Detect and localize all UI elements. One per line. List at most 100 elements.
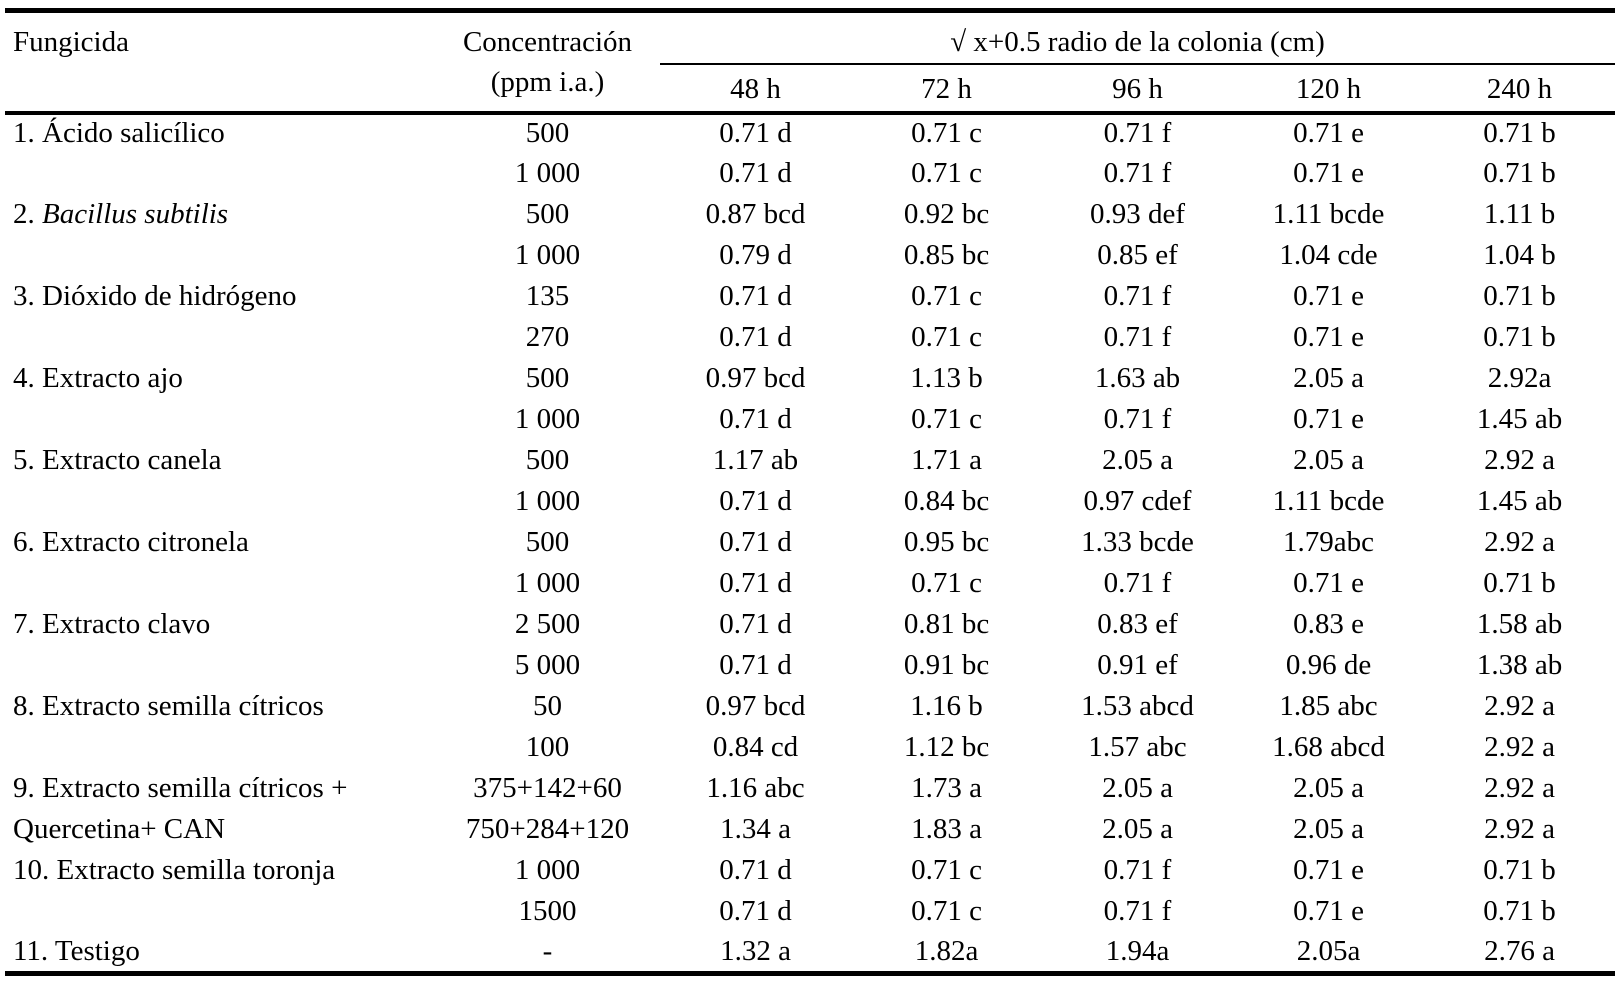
table-row: 9. Extracto semilla cítricos + 375+142+60… [5,769,1615,810]
radius-value-cell-48h: 0.84 cd [712,731,799,764]
concentration-cell: 1 000 [514,854,581,887]
concentration-cell: 500 [525,198,570,231]
fungicide-name-cell: 4. Extracto ajo [13,362,183,395]
radius-value-cell-48h: 0.71 d [719,157,792,190]
radius-value-cell-48h: 0.71 d [719,526,792,559]
radius-value-cell-120h: 2.05 a [1293,362,1364,395]
concentration-cell: 1 000 [514,239,581,272]
radius-value-cell-48h: 0.71 d [719,895,792,928]
fungicide-name-cell [5,728,435,769]
radius-value-cell-120h: 0.71 e [1293,117,1364,150]
radius-value-cell-96h: 1.53 abcd [1081,690,1194,723]
radius-value-cell-96h: 0.71 f [1103,403,1172,436]
radius-value-cell-48h: 0.71 d [719,403,792,436]
radius-value-cell-72h: 1.13 b [910,362,983,395]
radius-value-cell-96h: 0.71 f [1103,854,1172,887]
radius-value-cell-48h: 0.71 d [719,567,792,600]
concentration-cell: 270 [525,321,570,354]
radius-value-cell-48h: 0.71 d [719,280,792,313]
concentration-cell: 1 000 [514,567,581,600]
radius-value-cell-240h: 0.71 b [1483,280,1556,313]
radius-value-cell-72h: 0.71 c [911,403,982,436]
table-row: 1 000 0.71 d 0.71 c 0.71 f 0.71 e 1.45 ab [5,400,1615,441]
concentration-cell: 1 000 [514,157,581,190]
radius-value-cell-72h: 1.83 a [911,813,982,846]
concentration-cell: 135 [525,280,570,313]
radius-value-cell-48h: 1.16 abc [706,772,805,805]
table-row: Quercetina+ CAN 750+284+120 1.34 a 1.83 a 2.… [5,810,1615,851]
column-header-72h: 72 h [851,63,1042,115]
fungicide-name-cell: 10. Extracto semilla toronja [13,854,336,887]
radius-value-cell-120h: 0.71 e [1293,403,1364,436]
radius-value-cell-96h: 2.05 a [1102,772,1173,805]
fungicide-name-cell: 9. Extracto semilla cítricos + [13,772,348,805]
radius-value-cell-96h: 0.85 ef [1097,239,1178,272]
fungicide-name-cell [5,564,435,605]
radius-value-cell-240h: 1.58 ab [1476,608,1563,641]
radius-value-cell-72h: 0.71 c [911,854,982,887]
column-header-240h: 240 h [1424,63,1616,115]
fungicide-species-name: Bacillus subtilis [42,198,229,231]
fungicide-name-cell [5,400,435,441]
radius-value-cell-96h: 0.71 f [1103,567,1172,600]
radius-value-cell-96h: 0.71 f [1103,117,1172,150]
fungicide-name-cell: 3. Dióxido de hidrógeno [13,280,297,313]
radius-value-cell-120h: 0.71 e [1293,280,1364,313]
radius-value-cell-120h: 1.68 abcd [1272,731,1385,764]
radius-value-cell-48h: 1.17 ab [712,444,799,477]
radius-value-cell-240h: 0.71 b [1483,321,1556,354]
radius-value-cell-48h: 0.71 d [719,649,792,682]
radius-value-cell-96h: 1.57 abc [1088,731,1187,764]
table-row: 11. Testigo - 1.32 a 1.82a 1.94a 2.05a 2.76 a [5,933,1615,974]
radius-value-cell-120h: 2.05 a [1293,772,1364,805]
fungicide-name-cell [5,482,435,523]
radius-value-cell-240h: 2.92a [1487,362,1552,395]
radius-value-cell-240h: 2.92 a [1484,444,1555,477]
fungicide-number-prefix: 2. [13,198,42,231]
table-row: 2. Bacillus subtilis 500 0.87 bcd 0.92 bc 0.… [5,195,1615,236]
radius-value-cell-96h: 2.05 a [1102,444,1173,477]
radius-value-cell-48h: 0.79 d [719,239,792,272]
radius-value-cell-240h: 0.71 b [1483,854,1556,887]
radius-value-cell-96h: 0.93 def [1089,198,1186,231]
fungicide-name-cell [5,318,435,359]
radius-value-cell-96h: 0.71 f [1103,280,1172,313]
column-header-concentracion: Concentración (ppm i.a.) [435,10,660,115]
concentration-cell: 100 [525,731,570,764]
radius-value-cell-96h: 1.94a [1105,935,1170,968]
radius-value-cell-120h: 1.79abc [1283,526,1374,559]
table-body: 1. Ácido salicílico 500 0.71 d 0.71 c 0.71 f… [5,113,1615,974]
radius-value-cell-96h: 1.63 ab [1094,362,1181,395]
radius-value-cell-48h: 1.32 a [720,935,791,968]
column-header-120h: 120 h [1233,63,1424,115]
radius-value-cell-72h: 0.81 bc [903,608,990,641]
radius-value-cell-72h: 0.91 bc [903,649,990,682]
radius-value-cell-240h: 2.92 a [1484,731,1555,764]
radius-value-cell-120h: 1.85 abc [1279,690,1378,723]
concentration-cell: 500 [525,362,570,395]
column-header-48h: 48 h [660,63,851,115]
radius-value-cell-48h: 0.71 d [719,608,792,641]
radius-value-cell-240h: 1.45 ab [1476,485,1563,518]
radius-value-cell-120h: 2.05 a [1293,444,1364,477]
radius-value-cell-48h: 0.97 bcd [705,362,806,395]
radius-value-cell-240h: 2.92 a [1484,690,1555,723]
radius-value-cell-120h: 0.83 e [1293,608,1364,641]
table-row: 7. Extracto clavo 2 500 0.71 d 0.81 bc 0.83 … [5,605,1615,646]
radius-value-cell-120h: 1.11 bcde [1272,198,1385,231]
concentration-cell: 50 [533,690,562,723]
concentration-cell: 375+142+60 [473,772,622,805]
concentration-cell: 750+284+120 [465,813,630,846]
radius-value-cell-48h: 0.97 bcd [705,690,806,723]
fungicide-name-cell [5,154,435,195]
radius-value-cell-72h: 0.71 c [911,567,982,600]
radius-value-cell-240h: 2.92 a [1484,813,1555,846]
radius-value-cell-120h: 0.71 e [1293,895,1364,928]
radius-value-cell-120h: 0.96 de [1285,649,1372,682]
radius-value-cell-72h: 0.84 bc [903,485,990,518]
fungicide-name-cell: 7. Extracto clavo [13,608,211,641]
table-row: 8. Extracto semilla cítricos 50 0.97 bcd 1.… [5,687,1615,728]
table-row: 1500 0.71 d 0.71 c 0.71 f 0.71 e 0.71 b [5,892,1615,933]
fungicide-name-cell [5,892,435,933]
